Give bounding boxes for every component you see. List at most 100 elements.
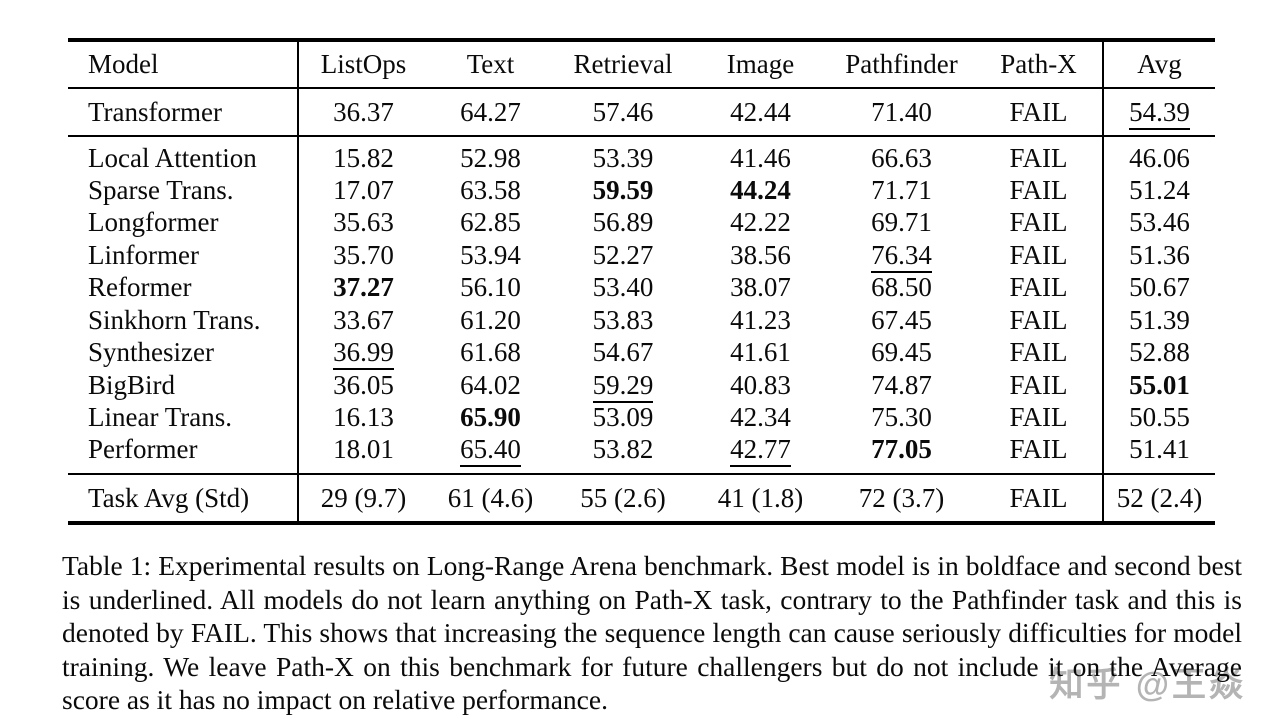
cell-value: 41.61 [730, 337, 791, 368]
cell-retrieval: 53.83 [553, 304, 693, 337]
cell-value: 41.23 [730, 304, 791, 335]
model-name-cell: Linear Trans. [68, 402, 298, 435]
model-name-cell: Sinkhorn Trans. [68, 304, 298, 337]
cell-retrieval: 54.67 [553, 337, 693, 370]
cell-avg: 52.88 [1102, 336, 1215, 369]
cell-value: 53.39 [592, 143, 654, 173]
column-header-pathfinder: Pathfinder [845, 49, 958, 79]
cell-value: 65.40 [460, 434, 521, 467]
cell-listops: 17.07 [297, 174, 428, 207]
cell-value: 59.59 [592, 174, 654, 205]
table-row: Task Avg (Std) 29 (9.7) 61 (4.6) 55 (2.6) 4… [68, 474, 1215, 523]
model-name: Sparse Trans. [88, 174, 234, 205]
table-row: Longformer 35.63 62.85 56.89 42.22 69.71 FAIL… [68, 206, 1215, 240]
cell-pathfinder: 68.50 [828, 272, 975, 305]
cell-retrieval: 53.09 [553, 402, 693, 435]
model-name-cell: Transformer [68, 88, 298, 136]
model-name: Local Attention [88, 143, 257, 173]
cell-value: 56.89 [592, 207, 654, 238]
watermark: 知乎 @王焱 [1049, 666, 1246, 704]
cell-image: 38.07 [693, 272, 828, 305]
column-header-model: Model [88, 49, 159, 79]
cell-value: 64.02 [460, 369, 521, 400]
column-header-avg: Avg [1102, 40, 1215, 88]
cell-text: 61.68 [428, 337, 553, 370]
cell-pathfinder: 67.45 [828, 304, 975, 337]
cell-value: 53.09 [592, 402, 654, 433]
cell-image: 41.61 [693, 337, 828, 370]
cell-pathfinder: 69.71 [828, 207, 975, 240]
cell-avg: 55.01 [1102, 369, 1215, 402]
cell-value: 66.63 [871, 143, 932, 173]
column-header-listops: ListOps [297, 40, 428, 88]
table-row: Sinkhorn Trans. 33.67 61.20 53.83 41.23 67.4… [68, 304, 1215, 337]
cell-listops: 37.27 [297, 271, 428, 304]
table-row: BigBird 36.05 64.02 59.29 40.83 74.87 FAIL 55.… [68, 369, 1215, 403]
cell-value: 63.58 [460, 174, 521, 205]
cell-retrieval: 53.40 [553, 272, 693, 305]
cell-text: 65.90 [428, 402, 553, 435]
cell-value: 62.85 [460, 207, 521, 238]
model-name-cell: Sparse Trans. [68, 174, 298, 207]
cell-retrieval: 53.39 [553, 136, 693, 174]
model-name: Task Avg (Std) [88, 482, 250, 513]
cell-value: 42.77 [730, 434, 791, 467]
cell-value: FAIL [1009, 402, 1068, 433]
cell-value: 55.01 [1129, 369, 1190, 400]
cell-value: 50.55 [1129, 402, 1190, 433]
results-table: Model ListOps Text Retrieval Image Pathf… [68, 38, 1215, 525]
model-name-cell: Linformer [68, 239, 298, 272]
cell-value: FAIL [1009, 482, 1068, 513]
cell-retrieval: 55 (2.6) [553, 474, 693, 523]
cell-value: 36.99 [333, 337, 394, 371]
cell-pathfinder: 75.30 [828, 402, 975, 435]
cell-value: 33.67 [333, 304, 394, 335]
transformer-section: Transformer 36.37 64.27 57.46 42.44 71.40 FAI… [68, 88, 1215, 136]
cell-pathx: FAIL [975, 402, 1103, 435]
cell-value: 46.06 [1129, 143, 1190, 173]
cell-value: 16.13 [333, 402, 394, 433]
cell-listops: 36.99 [297, 336, 428, 371]
cell-value: 35.63 [333, 207, 394, 238]
model-name: Longformer [88, 207, 219, 238]
cell-value: FAIL [1009, 174, 1068, 205]
cell-image: 40.83 [693, 369, 828, 402]
cell-value: 51.41 [1129, 434, 1190, 464]
cell-text: 64.27 [428, 88, 553, 136]
cell-listops: 36.05 [297, 369, 428, 402]
cell-text: 63.58 [428, 174, 553, 207]
cell-value: 38.07 [730, 272, 791, 303]
cell-text: 56.10 [428, 272, 553, 305]
cell-value: 53.82 [592, 434, 654, 464]
cell-value: FAIL [1009, 239, 1068, 270]
cell-text: 61 (4.6) [428, 474, 553, 523]
models-section: Local Attention 15.82 52.98 53.39 41.46 66.6… [68, 136, 1215, 474]
cell-value: 35.70 [333, 239, 394, 270]
cell-value: 42.34 [730, 402, 791, 433]
cell-value: 59.29 [592, 369, 654, 403]
cell-value: 68.50 [871, 272, 932, 303]
cell-image: 41 (1.8) [693, 474, 828, 523]
cell-pathx: FAIL [975, 239, 1103, 272]
cell-value: 71.71 [871, 174, 932, 205]
column-header-image: Image [726, 49, 795, 79]
cell-value: 42.44 [730, 96, 791, 127]
cell-image: 42.34 [693, 402, 828, 435]
cell-value: 75.30 [871, 402, 932, 433]
cell-value: 53.40 [592, 272, 654, 303]
cell-listops: 35.70 [297, 239, 428, 272]
column-header-pathx: Path-X [1000, 49, 1077, 79]
cell-listops: 15.82 [297, 136, 428, 174]
cell-value: 15.82 [333, 143, 394, 173]
cell-value: 37.27 [333, 272, 394, 303]
cell-avg: 50.55 [1102, 401, 1215, 434]
cell-listops: 16.13 [297, 401, 428, 434]
cell-listops: 35.63 [297, 206, 428, 239]
cell-value: 51.36 [1129, 239, 1190, 270]
cell-value: 67.45 [871, 304, 932, 335]
cell-value: 55 (2.6) [580, 482, 666, 513]
cell-retrieval: 52.27 [553, 239, 693, 272]
model-name: Synthesizer [88, 337, 214, 368]
cell-value: 57.46 [592, 96, 654, 127]
cell-value: 51.39 [1129, 304, 1190, 335]
